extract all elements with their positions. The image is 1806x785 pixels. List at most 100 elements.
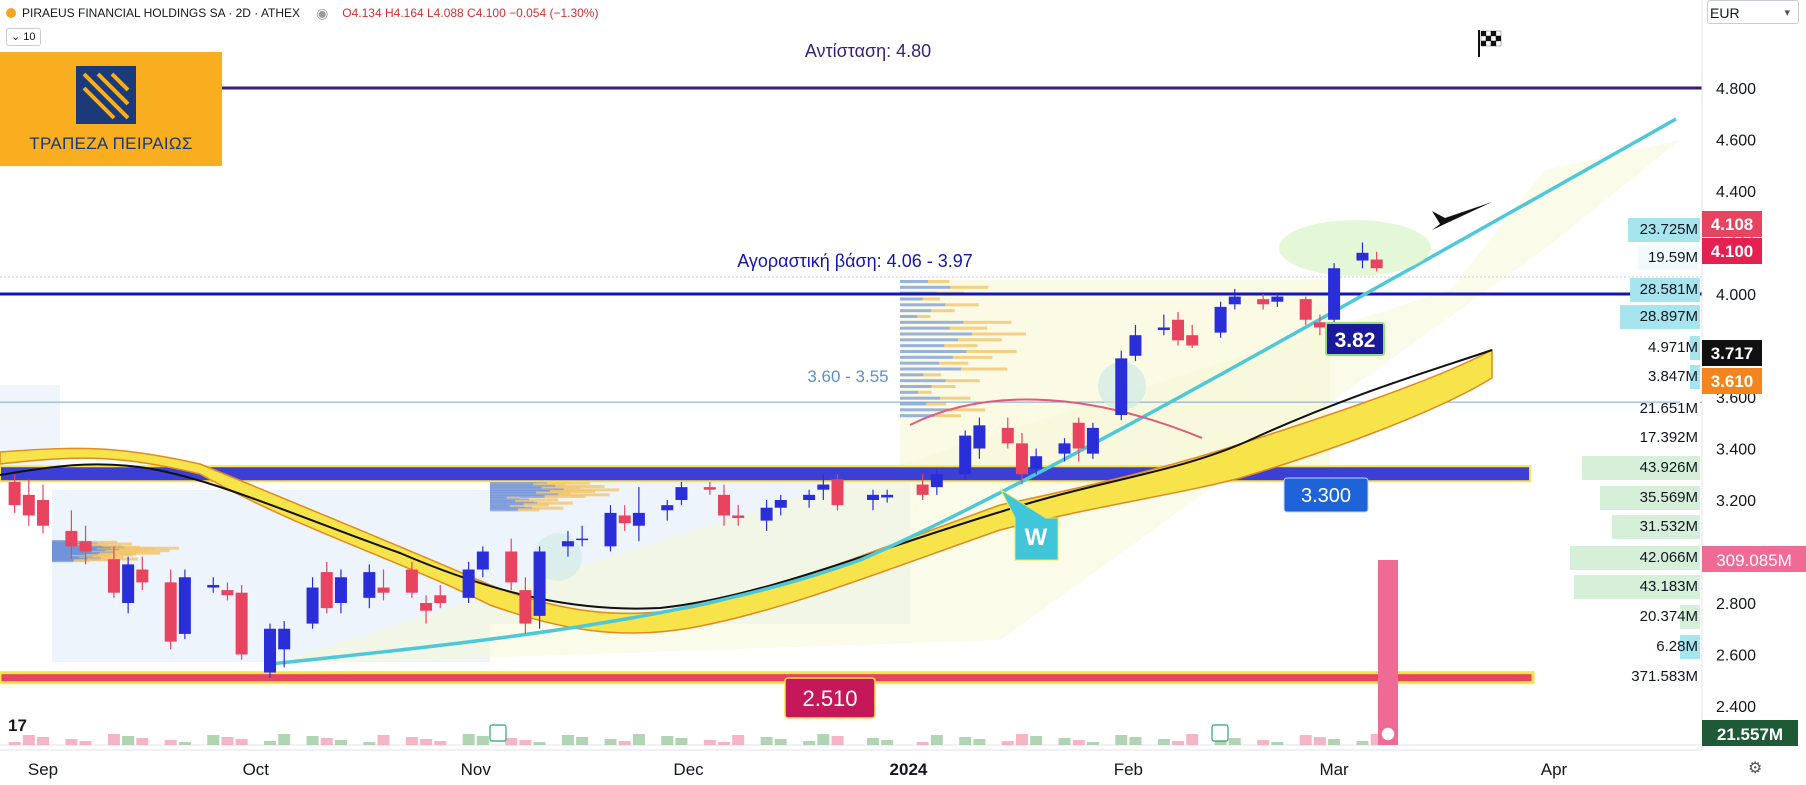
volume-profile-bar	[113, 551, 161, 555]
volume-profile-bar	[900, 390, 918, 394]
y-tick-label: 4.600	[1716, 133, 1756, 150]
candles-group	[8, 242, 1383, 678]
volume-bar	[462, 734, 475, 745]
candle-up	[1214, 306, 1227, 333]
zone-360-label: 3.60 - 3.55	[807, 367, 888, 386]
volume-profile-bar	[900, 385, 932, 388]
volume-bar	[420, 739, 433, 745]
profile-value-label: 371.583M	[1631, 668, 1698, 685]
volume-bar	[476, 736, 489, 745]
candle-down	[1370, 259, 1383, 269]
profile-value-bg	[1630, 278, 1700, 302]
candle-up	[122, 564, 135, 603]
mid-price-badge	[1702, 340, 1762, 366]
candle-down	[1001, 427, 1014, 444]
volume-bar	[320, 738, 333, 745]
candle-up	[1086, 427, 1099, 454]
profile-value-bg	[1680, 635, 1700, 659]
volume-profile-bar	[900, 309, 932, 313]
candle-down	[235, 592, 248, 655]
y-tick-label: 3.600	[1716, 390, 1756, 407]
candle-up	[1356, 252, 1369, 261]
profile-value-label: 6.28M	[1656, 638, 1698, 655]
profile-value-label: 43.183M	[1640, 578, 1698, 595]
volume-profile-bar	[939, 361, 969, 365]
pivot-382-badge	[1325, 322, 1385, 356]
volume-profile-bar	[926, 402, 947, 406]
candle-down	[1186, 335, 1199, 346]
volume-profile-bar	[87, 558, 114, 562]
volume-bar	[675, 738, 688, 745]
volume-bar	[959, 737, 972, 745]
bank-logo-mark	[76, 66, 136, 124]
candle-up	[803, 494, 816, 500]
volume-bar	[1058, 738, 1071, 745]
volume-bar	[1257, 740, 1270, 745]
volume-profile-bar	[900, 326, 950, 330]
volume-profile-bar	[900, 315, 918, 318]
volume-profile-bar	[105, 550, 146, 553]
volume-profile-bar	[945, 303, 979, 307]
volume-profile-bar	[900, 379, 946, 383]
volume-profile-bar	[948, 408, 986, 412]
volume-profile-bar	[923, 373, 941, 377]
indicator-count-badge[interactable]: ⌄ 10	[6, 28, 41, 46]
volume-bar	[930, 735, 943, 745]
candle-up	[334, 577, 347, 603]
bank-logo-text: ΤΡΑΠΕΖΑ ΠΕΙΡΑΙΩΣ	[29, 134, 193, 153]
volume-profile-bar	[900, 344, 945, 348]
volume-bar	[505, 738, 518, 745]
volume-bar	[79, 741, 92, 745]
candle-down	[703, 487, 716, 490]
moving-average-line	[0, 349, 1493, 610]
volume-profile-bar	[928, 280, 950, 283]
volume-bar	[363, 742, 376, 745]
tradingview-logo[interactable]: 17	[8, 716, 27, 735]
profile-value-label: 23.725M	[1640, 221, 1698, 238]
finish-flag-icon	[1478, 30, 1502, 57]
earnings-icon	[1211, 724, 1229, 742]
candle-up	[207, 584, 220, 588]
fib-price-badge	[1702, 368, 1762, 394]
y-tick-label: 4.000	[1716, 287, 1756, 304]
currency-value: EUR	[1710, 5, 1740, 21]
flag-cell	[1480, 30, 1487, 37]
volume-spike-label: 309.085M	[1716, 551, 1792, 570]
volume-profile-bar	[900, 396, 941, 400]
mid-price-badge-label: 3.717	[1711, 344, 1754, 363]
volume-bar	[235, 739, 248, 745]
symbol-logo-icon	[6, 8, 16, 18]
profile-value-bg	[1690, 365, 1700, 389]
x-tick-label: Mar	[1319, 760, 1349, 779]
symbol-title[interactable]: PIRAEUS FINANCIAL HOLDINGS SA · 2D · ATH…	[22, 6, 301, 20]
volume-profile-bar	[73, 559, 90, 563]
volume-profile-bar	[952, 355, 993, 359]
volume-profile-bar	[97, 542, 132, 546]
volume-profile-bar	[900, 414, 935, 418]
gear-icon[interactable]: ⚙	[1748, 760, 1763, 777]
volume-profile-bar	[515, 500, 535, 503]
volume-bar	[916, 742, 929, 745]
volume-profile-bar	[110, 547, 155, 551]
candle-down	[420, 603, 433, 611]
candle-up	[675, 487, 688, 500]
candle-up	[1328, 268, 1341, 320]
profile-value-label: 19.59M	[1648, 249, 1698, 266]
volume-profile-bar	[490, 495, 545, 498]
candle-down	[618, 515, 631, 524]
ohlc-values: O4.134 H4.164 L4.088 C4.100 −0.054 (−1.3…	[342, 6, 599, 20]
volume-bar	[306, 736, 319, 745]
y-tick-label: 2.800	[1716, 596, 1756, 613]
candle-down	[831, 479, 844, 506]
profile-value-bg	[1582, 456, 1700, 480]
volume-bar	[576, 737, 589, 745]
volume-profile-bar	[945, 379, 980, 383]
eye-icon[interactable]: ◉	[316, 4, 329, 21]
currency-select[interactable]: EUR ▾	[1707, 0, 1799, 24]
profile-value-bg	[1570, 546, 1700, 570]
support-251-badge	[784, 677, 876, 719]
flag-cell	[1495, 30, 1502, 37]
volume-profile-bar	[961, 367, 1008, 371]
high-mark-badge-label: 4.108	[1711, 215, 1754, 234]
